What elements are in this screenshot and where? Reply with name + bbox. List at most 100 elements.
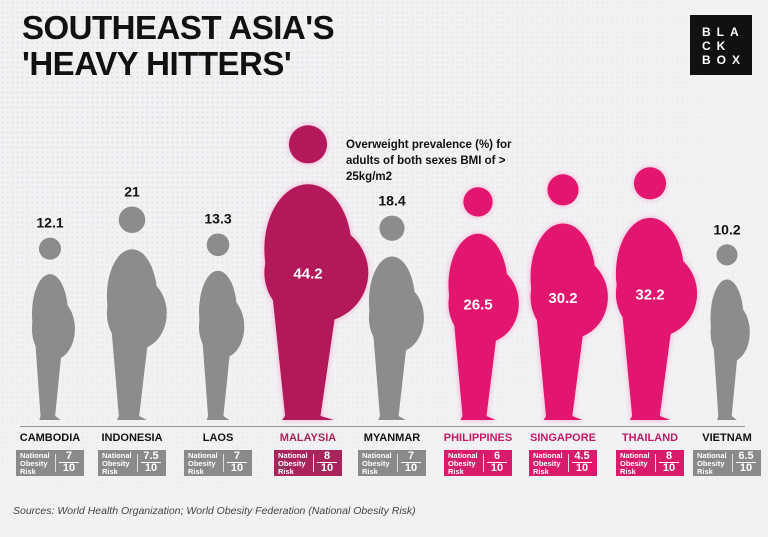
value-label: 44.2 bbox=[293, 266, 322, 283]
risk-label-word: Risk bbox=[188, 467, 204, 476]
risk-label-word: Obesity bbox=[533, 459, 561, 468]
figure-indonesia bbox=[106, 206, 167, 420]
risk-score: 6.5 10 bbox=[736, 451, 756, 474]
legs bbox=[535, 309, 587, 420]
risk-score: 7.5 10 bbox=[141, 451, 161, 474]
separator bbox=[55, 454, 56, 472]
risk-label-word: National bbox=[20, 451, 50, 460]
risk-label-word: Obesity bbox=[278, 459, 306, 468]
risk-label-word: Obesity bbox=[188, 459, 216, 468]
figure-myanmar bbox=[368, 215, 424, 420]
country-label: CAMBODIA bbox=[19, 432, 81, 444]
head bbox=[633, 167, 667, 200]
value-label: 21 bbox=[124, 184, 140, 200]
risk-label-word: Obesity bbox=[102, 459, 130, 468]
head bbox=[206, 233, 230, 257]
risk-label-word: Risk bbox=[620, 467, 636, 476]
country-label: SINGAPORE bbox=[529, 432, 596, 444]
legs bbox=[621, 306, 675, 420]
divider bbox=[20, 426, 745, 427]
risk-label-word: National bbox=[448, 451, 478, 460]
country-label: INDONESIA bbox=[101, 432, 163, 444]
legs bbox=[202, 336, 232, 420]
risk-score: 7 10 bbox=[227, 451, 247, 474]
figure-cambodia bbox=[31, 237, 75, 420]
separator bbox=[223, 454, 224, 472]
figure-thailand bbox=[615, 167, 698, 420]
country-label: LAOS bbox=[202, 432, 234, 444]
obesity-risk-badge: National Obesity Risk 8 10 bbox=[616, 450, 684, 476]
head bbox=[547, 174, 579, 206]
value-label: 10.2 bbox=[713, 221, 740, 237]
head bbox=[716, 244, 738, 266]
figure-singapore bbox=[530, 174, 608, 420]
separator bbox=[655, 454, 656, 472]
page-title: SOUTHEAST ASIA'S 'HEAVY HITTERS' bbox=[22, 9, 335, 82]
risk-label-word: Risk bbox=[102, 467, 118, 476]
risk-label-word: National bbox=[533, 451, 563, 460]
value-label: 18.4 bbox=[378, 193, 405, 209]
figure-philippines bbox=[448, 187, 519, 420]
risk-label-word: Risk bbox=[533, 467, 549, 476]
risk-label-word: Obesity bbox=[448, 459, 476, 468]
obesity-risk-badge: National Obesity Risk 7 10 bbox=[358, 450, 426, 476]
country-label: VIETNAM bbox=[702, 432, 752, 444]
obesity-risk-badge: National Obesity Risk 4.5 10 bbox=[529, 450, 597, 476]
blackbox-logo: BLA CK BOX bbox=[690, 15, 752, 75]
risk-score: 8 10 bbox=[317, 451, 337, 474]
figure-laos bbox=[198, 233, 245, 420]
legs bbox=[111, 323, 150, 420]
figure-vietnam bbox=[710, 244, 750, 420]
separator bbox=[137, 454, 138, 472]
separator bbox=[313, 454, 314, 472]
legs bbox=[34, 337, 63, 420]
separator bbox=[397, 454, 398, 472]
risk-label-word: National bbox=[620, 451, 650, 460]
obesity-risk-badge: National Obesity Risk 7 10 bbox=[184, 450, 252, 476]
country-label: PHILIPPINES bbox=[443, 432, 513, 444]
separator bbox=[483, 454, 484, 472]
risk-label-word: Risk bbox=[278, 467, 294, 476]
risk-label-word: Risk bbox=[697, 467, 713, 476]
legs bbox=[453, 315, 500, 420]
separator bbox=[732, 454, 733, 472]
obesity-risk-badge: National Obesity Risk 7 10 bbox=[16, 450, 84, 476]
country-label: THAILAND bbox=[621, 432, 679, 444]
head bbox=[288, 125, 328, 164]
country-label: MALAYSIA bbox=[279, 432, 337, 444]
risk-score: 7 10 bbox=[401, 451, 421, 474]
risk-score: 8 10 bbox=[659, 451, 679, 474]
head bbox=[118, 206, 146, 233]
chart-title: Overweight prevalence (%) for adults of … bbox=[346, 139, 512, 183]
risk-label-word: Obesity bbox=[362, 459, 390, 468]
legs bbox=[713, 340, 739, 420]
country-label: MYANMAR bbox=[363, 432, 421, 444]
legs bbox=[271, 287, 340, 420]
risk-label-word: National bbox=[697, 451, 727, 460]
head bbox=[379, 215, 405, 241]
risk-label-word: Obesity bbox=[620, 459, 648, 468]
head bbox=[463, 187, 493, 217]
obesity-risk-badge: National Obesity Risk 6 10 bbox=[444, 450, 512, 476]
obesity-risk-badge: National Obesity Risk 8 10 bbox=[274, 450, 342, 476]
obesity-risk-badge: National Obesity Risk 7.5 10 bbox=[98, 450, 166, 476]
risk-label-word: National bbox=[278, 451, 308, 460]
value-label: 30.2 bbox=[548, 290, 577, 307]
value-label: 13.3 bbox=[204, 210, 231, 226]
source-note: Sources: World Health Organization; Worl… bbox=[13, 505, 416, 517]
risk-label-word: National bbox=[102, 451, 132, 460]
risk-score: 7 10 bbox=[59, 451, 79, 474]
risk-score: 6 10 bbox=[487, 451, 507, 474]
value-label: 26.5 bbox=[463, 297, 492, 314]
risk-label-word: National bbox=[188, 451, 218, 460]
risk-label-word: Risk bbox=[448, 467, 464, 476]
figure-malaysia bbox=[264, 125, 369, 420]
value-label: 32.2 bbox=[635, 287, 664, 304]
obesity-risk-badge: National Obesity Risk 6.5 10 bbox=[693, 450, 761, 476]
legs bbox=[372, 328, 409, 420]
risk-label-word: Obesity bbox=[697, 459, 725, 468]
value-label: 12.1 bbox=[36, 215, 63, 231]
risk-label-word: Risk bbox=[362, 467, 378, 476]
